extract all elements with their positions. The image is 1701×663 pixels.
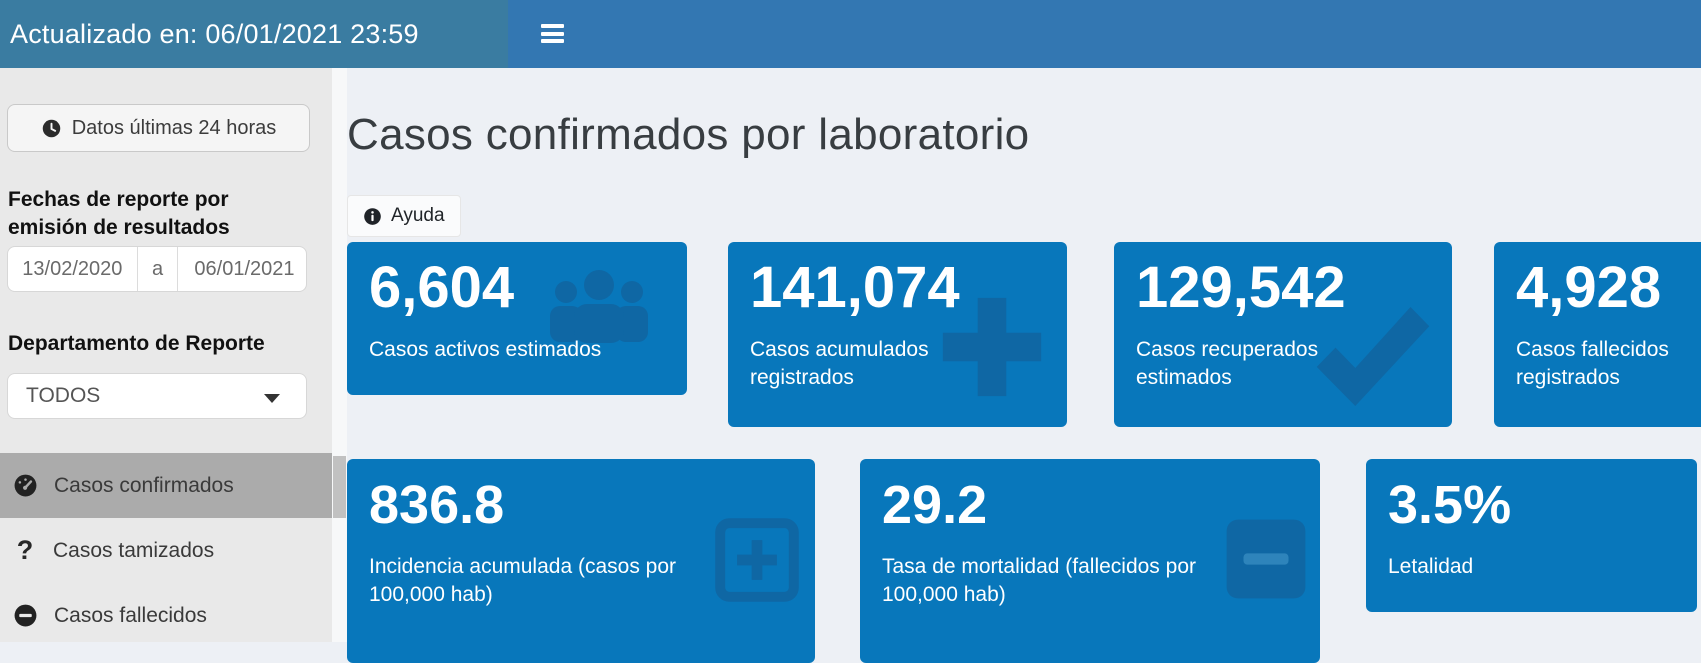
minus-circle-icon <box>14 604 37 627</box>
stat-card-incidencia: 836.8 Incidencia acumulada (casos por 10… <box>347 459 815 663</box>
department-selected-value: TODOS <box>26 384 101 407</box>
stat-label: Casos acumulados registrados <box>750 338 929 389</box>
hamburger-bar <box>541 39 564 43</box>
stat-label: Casos fallecidos registrados <box>1516 338 1669 389</box>
sidebar-item-casos-fallecidos[interactable]: Casos fallecidos <box>0 583 332 648</box>
hamburger-bar <box>541 31 564 36</box>
date-from-input[interactable]: 13/02/2020 <box>22 257 123 280</box>
stat-value: 29.2 <box>882 475 988 535</box>
stat-value: 141,074 <box>750 255 960 320</box>
date-range-input-group: 13/02/2020 a 06/01/2021 <box>7 246 307 292</box>
plus-icon <box>942 297 1042 397</box>
stat-label: Incidencia acumulada (casos por 100,000 … <box>369 555 677 606</box>
sidebar-item-label: Casos confirmados <box>54 473 234 497</box>
hamburger-menu-icon[interactable] <box>541 24 567 45</box>
question-mark-icon: ? <box>16 535 34 565</box>
stat-label: Casos recuperados estimados <box>1136 338 1319 389</box>
date-to-input[interactable]: 06/01/2021 <box>194 257 295 280</box>
department-select[interactable]: TODOS <box>7 373 307 419</box>
sidebar-menu: Casos confirmados ? Casos tamizados Caso… <box>0 453 332 648</box>
stat-card-casos-acumulados: 141,074 Casos acumulados registrados <box>728 242 1067 427</box>
check-icon <box>1316 307 1430 406</box>
clock-icon <box>42 119 60 137</box>
stat-label: Letalidad <box>1388 555 1474 578</box>
stat-card-casos-fallecidos: 4,928 Casos fallecidos registrados <box>1494 242 1701 427</box>
stat-card-tasa-mortalidad: 29.2 Tasa de mortalidad (fallecidos por … <box>860 459 1320 663</box>
stat-label: Casos activos estimados <box>369 338 602 361</box>
updated-timestamp-text: Actualizado en: 06/01/2021 23:59 <box>10 18 419 49</box>
sidebar-item-label: Casos tamizados <box>53 538 215 562</box>
last-24h-button-label: Datos últimas 24 horas <box>71 116 277 139</box>
help-button-label: Ayuda <box>391 205 445 226</box>
report-dates-label: Fechas de reporte por emisión de resulta… <box>8 188 230 239</box>
stat-value: 4,928 <box>1516 255 1662 320</box>
department-label: Departamento de Reporte <box>8 332 265 355</box>
help-button[interactable]: Ayuda <box>347 195 461 237</box>
chevron-down-icon <box>264 394 280 403</box>
stat-value: 836.8 <box>369 475 505 535</box>
header-updated-section: Actualizado en: 06/01/2021 23:59 <box>0 0 508 68</box>
hamburger-bar <box>541 24 564 28</box>
sidebar-item-casos-tamizados[interactable]: ? Casos tamizados <box>0 518 332 583</box>
last-24h-data-button[interactable]: Datos últimas 24 horas <box>7 104 310 152</box>
date-range-separator: a <box>136 247 179 291</box>
stat-card-casos-recuperados: 129,542 Casos recuperados estimados <box>1114 242 1452 427</box>
page-title: Casos confirmados por laboratorio <box>347 110 1030 159</box>
sidebar: Datos últimas 24 horas Fechas de reporte… <box>0 68 332 642</box>
stat-card-letalidad: 3.5% Letalidad <box>1366 459 1697 612</box>
sidebar-item-casos-confirmados[interactable]: Casos confirmados <box>0 453 332 518</box>
stat-value: 129,542 <box>1136 255 1346 320</box>
top-header-bar: Actualizado en: 06/01/2021 23:59 <box>0 0 1701 68</box>
scrollbar-thumb[interactable] <box>333 456 346 518</box>
minus-square-icon <box>1226 519 1306 599</box>
stat-value: 3.5% <box>1388 475 1512 535</box>
info-icon <box>364 207 381 225</box>
stat-label: Tasa de mortalidad (fallecidos por 100,0… <box>882 555 1196 606</box>
tachometer-icon <box>14 474 37 497</box>
users-icon <box>550 270 648 343</box>
sidebar-item-label: Casos fallecidos <box>54 603 207 627</box>
stat-value: 6,604 <box>369 255 515 320</box>
vertical-scrollbar[interactable] <box>332 68 347 642</box>
stat-card-casos-activos: 6,604 Casos activos estimados <box>347 242 687 395</box>
plus-square-icon <box>715 518 799 602</box>
